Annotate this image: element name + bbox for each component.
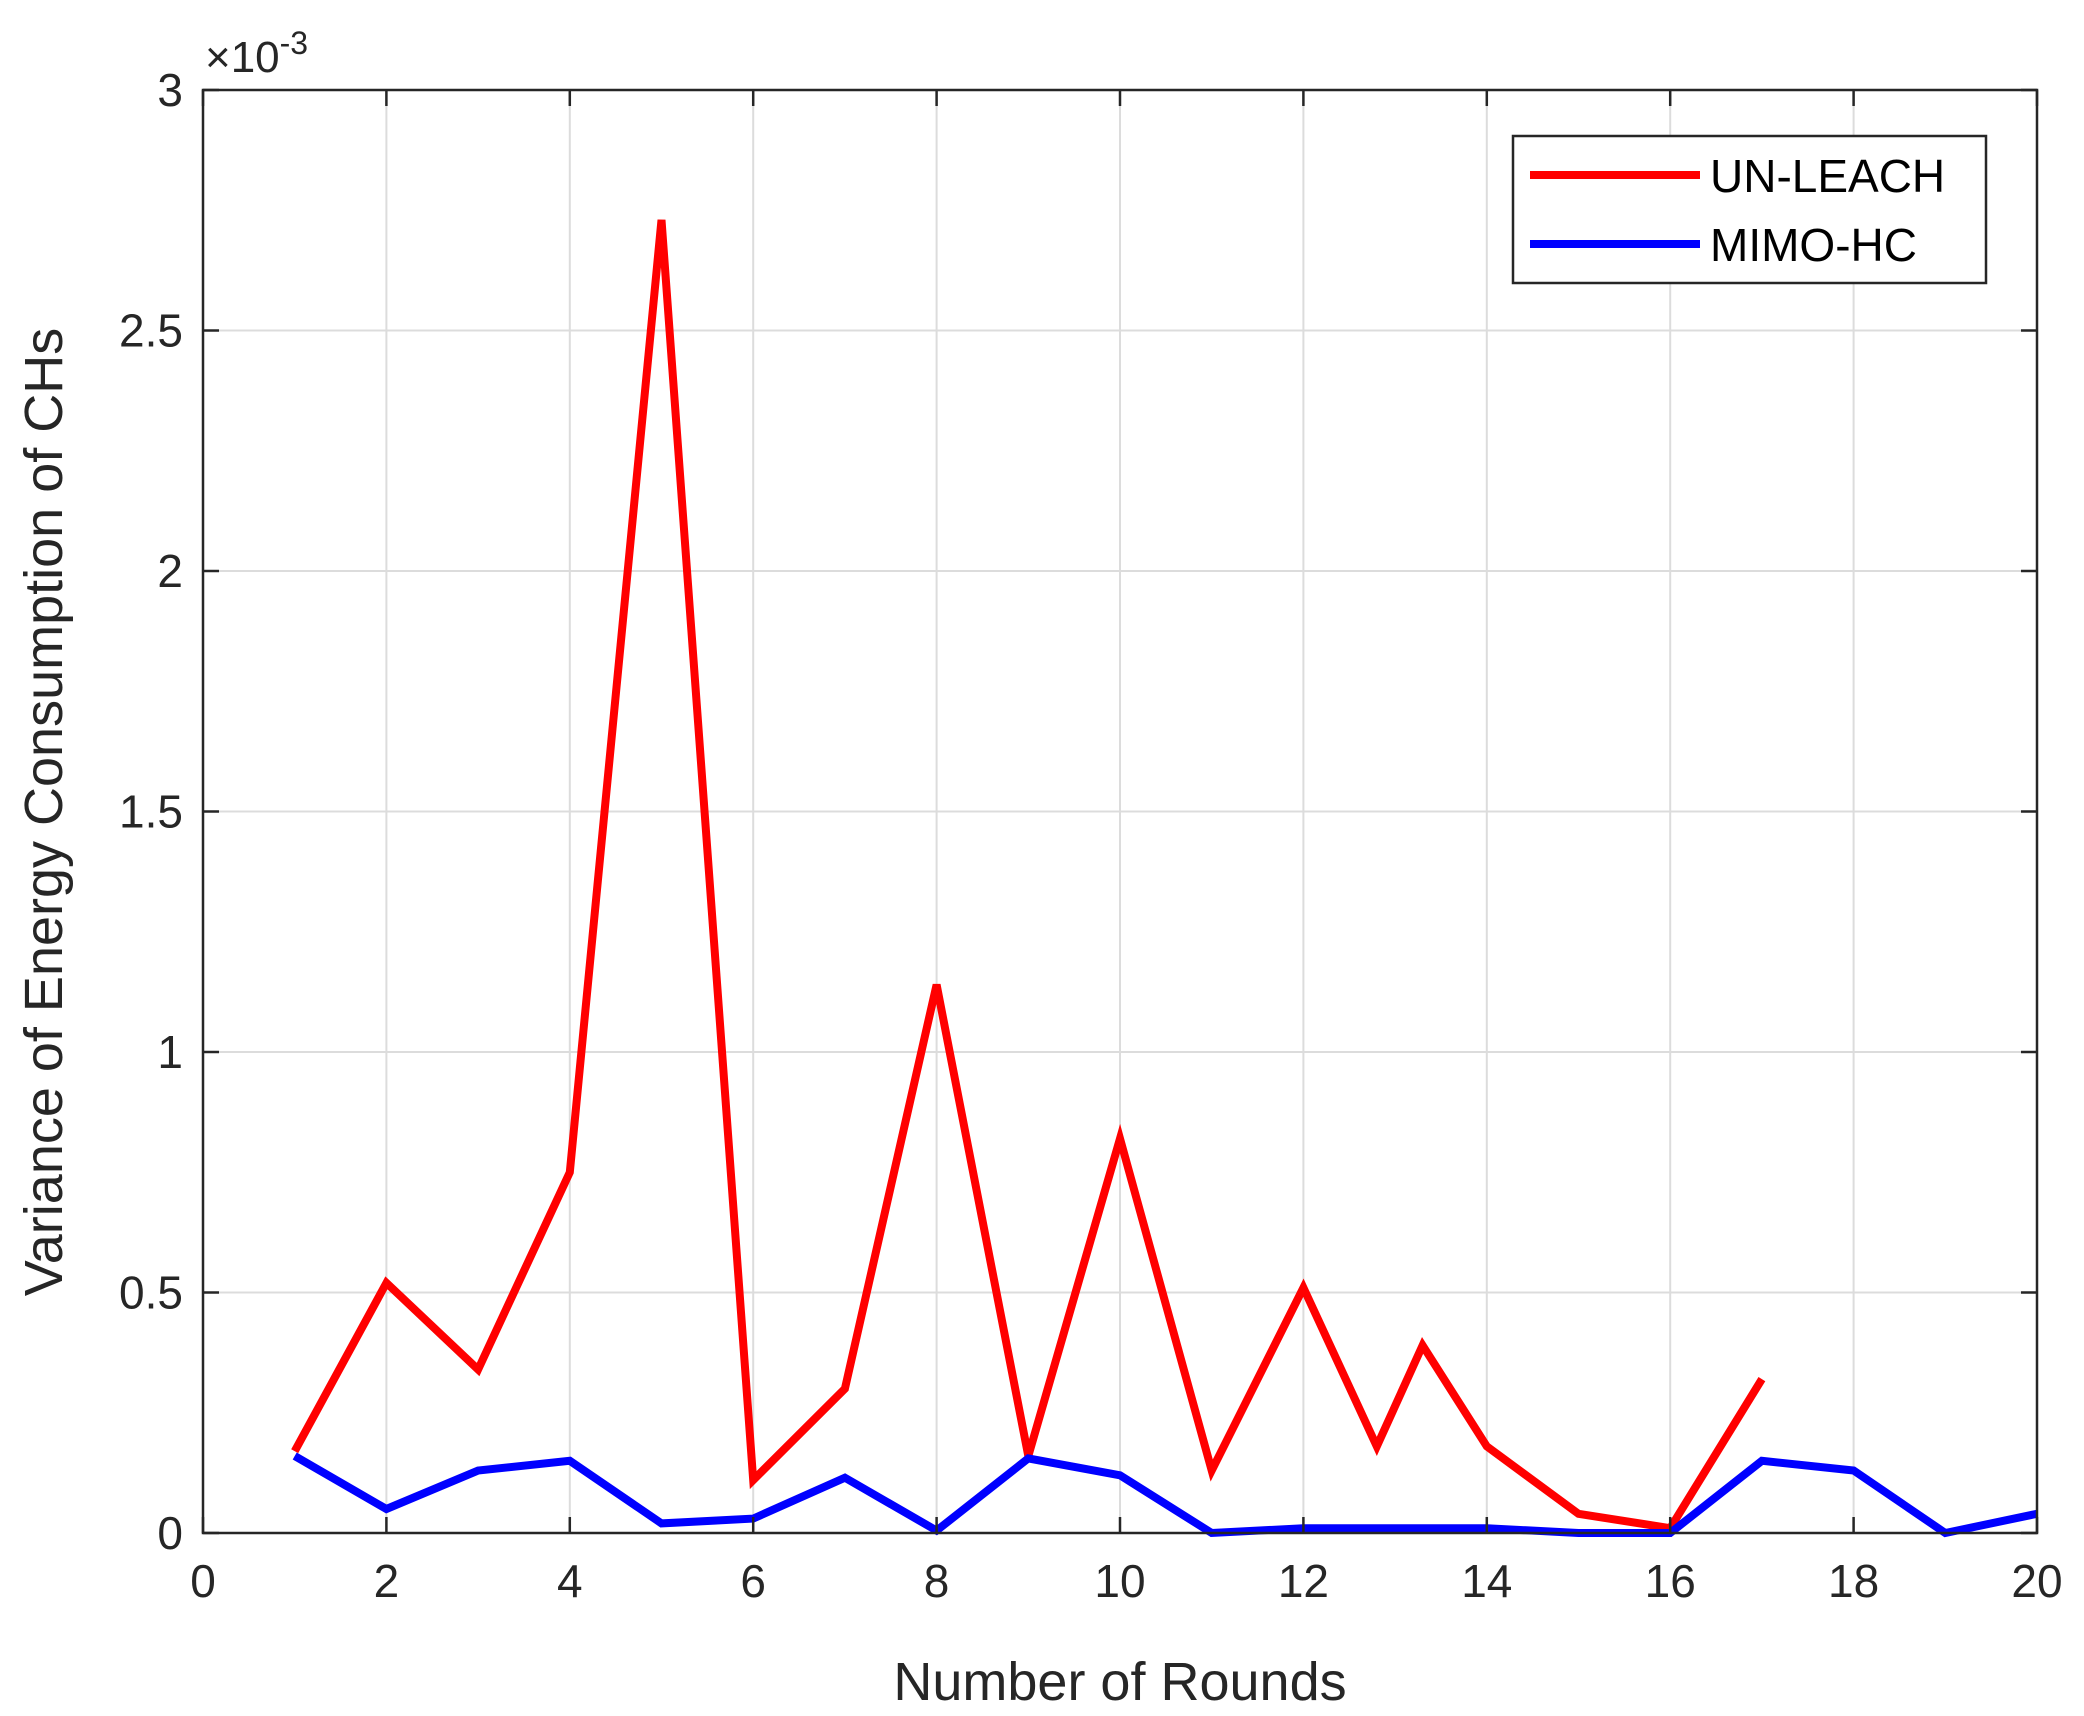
y-exponent-power: -3 [280, 25, 308, 61]
x-tick-labels: 0 2 4 6 8 10 12 14 16 18 20 [190, 1555, 2062, 1607]
legend-label-un-leach: UN-LEACH [1710, 150, 1945, 202]
x-tick-label: 14 [1461, 1555, 1512, 1607]
x-axis-label: Number of Rounds [893, 1652, 1346, 1712]
y-axis-label: Variance of Energy Consumption of CHs [14, 328, 74, 1296]
y-tick-label: 0.5 [119, 1267, 183, 1319]
legend: UN-LEACH MIMO-HC [1511, 134, 1988, 285]
y-tick-labels: 0 0.5 1 1.5 2 2.5 3 [119, 64, 183, 1559]
x-tick-label: 4 [557, 1555, 583, 1607]
x-tick-label: 12 [1278, 1555, 1329, 1607]
y-exponent-label: ×10-3 [205, 25, 308, 82]
x-tick-label: 0 [190, 1555, 216, 1607]
x-tick-label: 10 [1094, 1555, 1145, 1607]
series-line-mimo-hc [292, 1452, 2038, 1538]
series-layer [291, 219, 2038, 1538]
y-tick-label: 1 [157, 1026, 183, 1078]
x-tick-label: 8 [924, 1555, 950, 1607]
axis-ticks [201, 88, 2039, 1535]
y-tick-label: 3 [157, 64, 183, 116]
y-tick-label: 2 [157, 545, 183, 597]
legend-box [1511, 134, 1988, 285]
x-tick-label: 20 [2011, 1555, 2062, 1607]
x-tick-label: 16 [1645, 1555, 1696, 1607]
x-tick-label: 2 [374, 1555, 400, 1607]
y-tick-label: 0 [157, 1507, 183, 1559]
x-tick-label: 6 [740, 1555, 766, 1607]
legend-label-mimo-hc: MIMO-HC [1710, 219, 1917, 271]
y-tick-label: 2.5 [119, 305, 183, 357]
x-tick-label: 18 [1828, 1555, 1879, 1607]
series-line-un-leach [291, 219, 1766, 1533]
y-tick-label: 1.5 [119, 786, 183, 838]
